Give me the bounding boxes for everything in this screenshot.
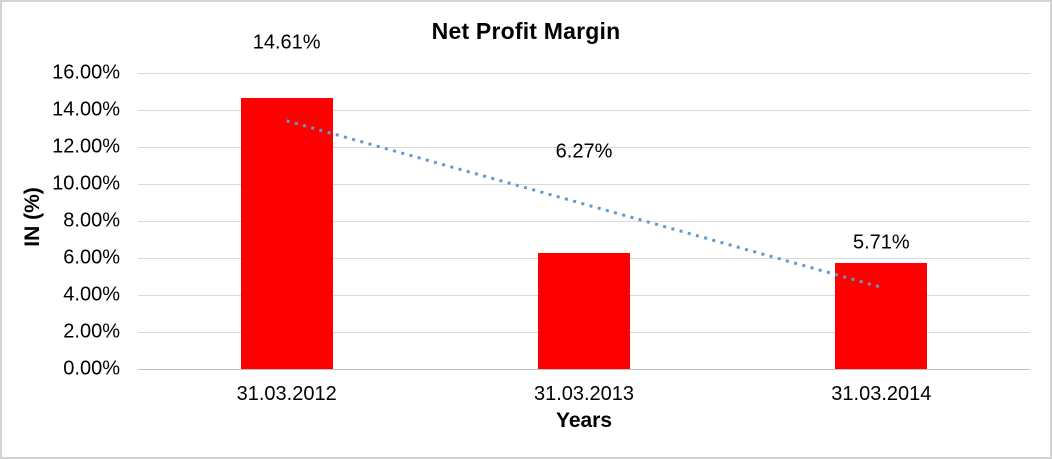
- y-axis-tick-label: 10.00%: [52, 172, 120, 195]
- data-label: 14.61%: [252, 31, 321, 54]
- gridline: [138, 72, 1030, 74]
- gridline: [138, 368, 1030, 370]
- chart-bar: [538, 252, 630, 369]
- y-axis-tick-label: 8.00%: [63, 209, 120, 232]
- chart-bar: [240, 98, 333, 369]
- x-axis-tick-label: 31.03.2014: [831, 383, 932, 405]
- y-axis-tick-label: 6.00%: [63, 246, 120, 269]
- x-axis-tick-label: 31.03.2012: [236, 383, 337, 405]
- y-axis-tick-label: 14.00%: [52, 98, 120, 121]
- data-label: 5.71%: [852, 231, 910, 254]
- x-axis-title: Years: [555, 409, 613, 432]
- y-axis-tick-label: 4.00%: [63, 283, 120, 306]
- chart-bar: [835, 263, 928, 369]
- y-axis-tick-label: 2.00%: [63, 320, 120, 343]
- x-axis-tick-label: 31.03.2013: [533, 383, 635, 405]
- y-axis-tick-label: 12.00%: [52, 135, 120, 158]
- chart-title: Net Profit Margin: [431, 18, 621, 44]
- y-axis-tick-label: 0.00%: [63, 357, 120, 380]
- y-axis-tick-label: 16.00%: [52, 61, 120, 84]
- data-label: 6.27%: [555, 140, 613, 163]
- gridline: [138, 109, 1030, 111]
